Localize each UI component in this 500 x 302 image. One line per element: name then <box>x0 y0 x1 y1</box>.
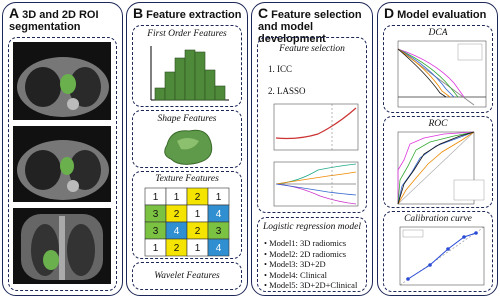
model-name: Model4: Clinical <box>269 269 327 280</box>
model-name: Model1: 3D radiomics <box>269 238 347 248</box>
grid-number: 1 <box>153 192 159 203</box>
wavelet-box: Wavelet Features <box>132 262 242 290</box>
histogram <box>150 46 229 101</box>
model-name: Model2: 2D radiomics <box>269 248 347 259</box>
section-title: Feature selection <box>279 44 345 54</box>
ct-images <box>13 42 111 284</box>
panel-header: C Feature selection and model development <box>258 5 368 45</box>
panel-letter: C <box>258 5 269 21</box>
model-item: • Model5: 3D+2D+Clinical <box>264 280 357 291</box>
grid-number: 1 <box>195 209 201 220</box>
first-order-box: First Order Features <box>132 25 242 107</box>
lasso-plots <box>273 103 359 207</box>
bullet: • <box>264 269 270 280</box>
texture-grid: 1 1 2 1 3 2 1 4 3 4 2 3 1 2 1 4 <box>144 187 230 257</box>
grid-number: 3 <box>153 209 159 220</box>
model-item: • Model1: 3D radiomics <box>264 238 357 249</box>
grid-number: 1 <box>195 243 201 254</box>
grid-number: 2 <box>195 192 201 203</box>
panel-title: Feature extraction <box>146 9 242 21</box>
panel-title: 3D and 2D ROI segmentation <box>9 9 99 33</box>
grid-number: 1 <box>174 192 180 203</box>
grid-number: 2 <box>174 209 180 220</box>
model-box: Logistic regression model • Model1: 3D r… <box>257 217 367 292</box>
panel-header: B Feature extraction <box>133 5 243 21</box>
bullet: • <box>264 280 270 290</box>
panel-letter: B <box>133 5 144 21</box>
panel-letter: A <box>9 5 20 21</box>
model-name: Model3: 3D+2D <box>269 259 326 269</box>
roc-box: ROC <box>383 116 493 208</box>
grid-number: 1 <box>153 243 159 254</box>
model-item: • Model3: 3D+2D <box>264 259 357 270</box>
bullet: • <box>264 248 270 259</box>
model-name: Model5: 3D+2D+Clinical <box>269 280 358 290</box>
section-title: Calibration curve <box>404 214 472 224</box>
shape-render <box>164 129 213 165</box>
grid-number: 1 <box>216 192 222 203</box>
panel-b: B Feature extraction First Order Features… <box>126 2 248 296</box>
shape-box: Shape Features <box>132 110 242 168</box>
section-title: ROC <box>428 119 448 129</box>
panel-c: C Feature selection and model development… <box>251 2 373 296</box>
roc-plot <box>397 131 485 205</box>
dca-plot <box>397 40 487 108</box>
grid-number: 2 <box>174 243 180 254</box>
panel-d: D Model evaluation DCA ROC Calibrat <box>377 2 498 296</box>
calibration-box: Calibration curve <box>383 211 493 292</box>
section-title: Shape Features <box>157 114 217 124</box>
grid-number: 3 <box>216 226 222 237</box>
calibration-plot <box>399 226 485 286</box>
model-item: • Model4: Clinical <box>264 270 357 281</box>
panel-a: A 3D and 2D ROI segmentation <box>2 2 123 296</box>
section-title: DCA <box>428 28 448 38</box>
image-box <box>8 37 117 291</box>
section-title: Texture Features <box>155 174 219 184</box>
step: 2. LASSO <box>268 86 306 96</box>
panel-header: A 3D and 2D ROI segmentation <box>9 5 118 33</box>
panel-title: Feature selection and model development <box>258 9 362 45</box>
step: 1. ICC <box>268 64 293 74</box>
dca-box: DCA <box>383 25 493 113</box>
bullet: • <box>264 238 270 248</box>
panel-title: Model evaluation <box>397 9 487 21</box>
grid-cell <box>207 238 230 257</box>
texture-box: Texture Features 1 1 2 1 3 2 1 4 3 4 2 3 1 2 1 4 <box>132 171 242 259</box>
section-title: Logistic regression model <box>263 222 361 232</box>
grid-number: 4 <box>216 243 222 254</box>
feature-selection-box: Feature selection 1. ICC 2. LASSO <box>257 37 367 213</box>
panel-letter: D <box>384 5 395 21</box>
bullet: • <box>264 259 270 269</box>
grid-number: 3 <box>153 226 159 237</box>
grid-number: 4 <box>216 209 222 220</box>
grid-number: 2 <box>195 226 201 237</box>
panel-header: D Model evaluation <box>384 5 493 21</box>
grid-number: 4 <box>174 226 180 237</box>
model-list: • Model1: 3D radiomics • Model2: 2D radio… <box>264 238 357 291</box>
section-title: Wavelet Features <box>154 271 220 281</box>
section-title: First Order Features <box>147 29 227 39</box>
model-item: • Model2: 2D radiomics <box>264 249 357 260</box>
